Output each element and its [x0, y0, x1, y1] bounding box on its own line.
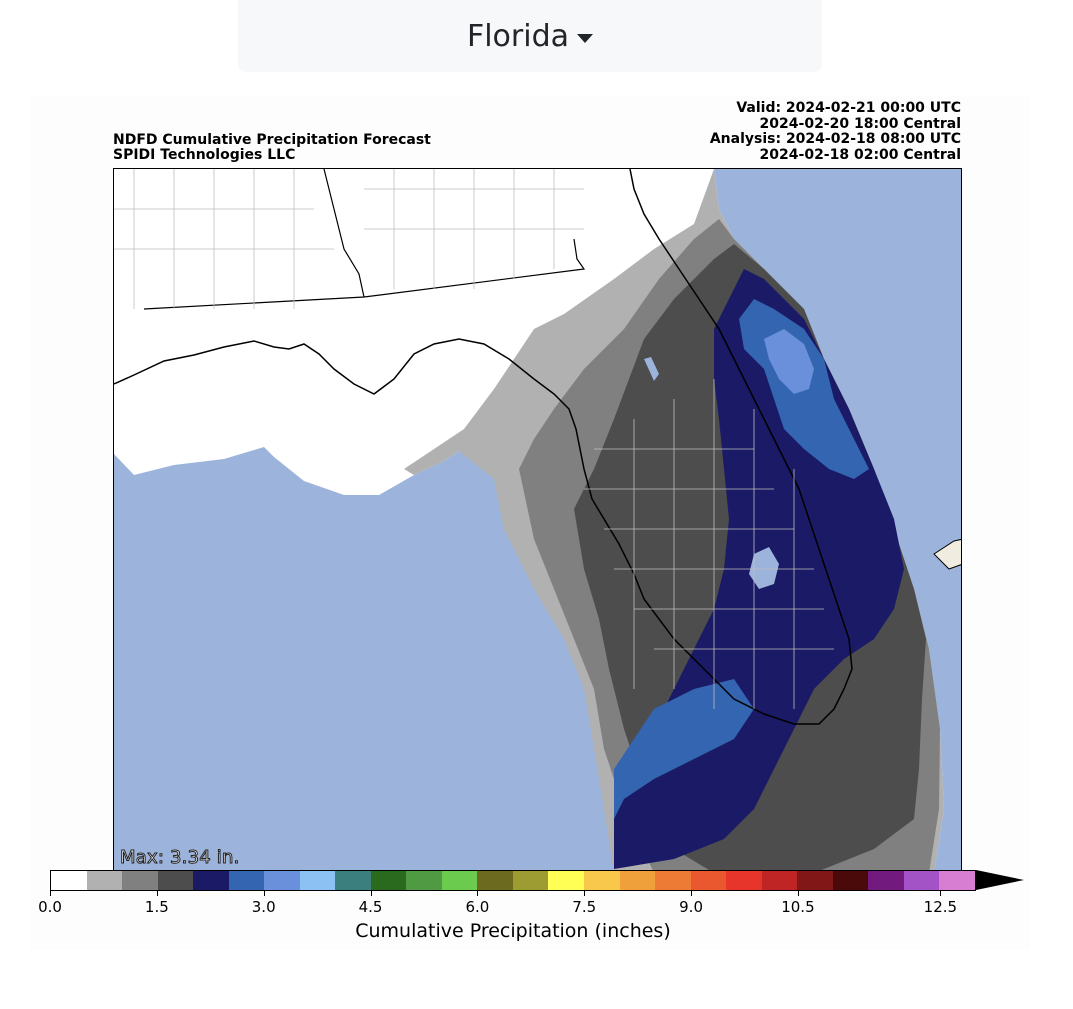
colorbar-segment [690, 871, 727, 890]
colorbar-label: Cumulative Precipitation (inches) [355, 920, 671, 942]
state-border-ga-al [323, 169, 365, 298]
colorbar-tick-mark [50, 891, 51, 896]
lake-okeechobee [749, 547, 779, 589]
colorbar-segment [797, 871, 833, 890]
colorbar-segment [477, 871, 513, 890]
colorbar-segment [583, 871, 620, 890]
figure-title-line1: NDFD Cumulative Precipitation Forecast [113, 132, 431, 148]
colorbar-segment [903, 871, 940, 890]
colorbar-segment [193, 871, 229, 890]
colorbar [50, 870, 976, 891]
map-svg [114, 169, 961, 871]
valid-central: 2024-02-20 18:00 Central [759, 115, 961, 132]
colorbar-tick-label: 3.0 [251, 898, 276, 916]
colorbar-segment [86, 871, 123, 890]
atlantic-ocean [714, 169, 961, 871]
max-precip-label: Max: 3.34 in. [120, 847, 240, 869]
colorbar-tick-label: 6.0 [465, 898, 490, 916]
colorbar-segment [868, 871, 904, 890]
state-border-al-fl [143, 238, 586, 310]
colorbar-segment [264, 871, 300, 890]
colorbar-segment [335, 871, 371, 890]
precip-figure: NDFD Cumulative Precipitation Forecast S… [30, 95, 1030, 950]
colorbar-segment [406, 871, 442, 890]
colorbar-segment [441, 871, 478, 890]
colorbar-tick-mark [584, 891, 586, 896]
precip-band-3.0 [764, 329, 814, 394]
valid-utc: Valid: 2024-02-21 00:00 UTC [736, 100, 961, 116]
colorbar-tick-mark [263, 891, 265, 896]
coastline [114, 169, 853, 725]
colorbar-segment [157, 871, 194, 890]
map-panel [113, 168, 962, 872]
colorbar-tick-label: 9.0 [679, 898, 703, 916]
colorbar-segment [619, 871, 656, 890]
colorbar-tick-mark [940, 891, 942, 896]
colorbar-segment [228, 871, 265, 890]
colorbar-extend-arrow [976, 870, 1024, 890]
colorbar-segment [370, 871, 407, 890]
colorbar-segment [832, 871, 869, 890]
analysis-utc: Analysis: 2024-02-18 08:00 UTC [709, 131, 961, 147]
figure-title: NDFD Cumulative Precipitation Forecast S… [113, 133, 431, 163]
island-shape [933, 538, 961, 570]
colorbar-segment [939, 871, 975, 890]
colorbar-segment [51, 871, 87, 890]
figure-timestamps: Valid: 2024-02-21 00:00 UTC 2024-02-20 1… [709, 100, 961, 163]
colorbar-tick-label: 0.0 [38, 898, 62, 916]
colorbar-tick-label: 7.5 [572, 898, 597, 916]
lake-george [644, 357, 659, 381]
colorbar-tick-label: 4.5 [358, 898, 383, 916]
county-lines [114, 169, 834, 709]
colorbar-tick-mark [370, 891, 372, 896]
gulf-ocean [114, 447, 614, 871]
colorbar-segment [548, 871, 584, 890]
colorbar-tick-label: 12.5 [923, 898, 958, 916]
figure-title-line2: SPIDI Technologies LLC [113, 147, 296, 163]
colorbar-tick-mark [691, 891, 693, 896]
colorbar-segment [761, 871, 798, 890]
colorbar-segment [512, 871, 549, 890]
colorbar-tick-mark [156, 891, 158, 896]
region-dropdown[interactable]: Florida [238, 0, 822, 72]
caret-down-icon [577, 33, 594, 43]
colorbar-segment [726, 871, 762, 890]
colorbar-tick-label: 10.5 [781, 898, 815, 916]
precip-band-2.5-south [614, 679, 754, 819]
colorbar-tick-mark [797, 891, 799, 896]
colorbar-segment [122, 871, 158, 890]
colorbar-segment [299, 871, 336, 890]
region-dropdown-label: Florida [466, 18, 570, 54]
analysis-central: 2024-02-18 02:00 Central [759, 146, 961, 163]
colorbar-tick-mark [477, 891, 479, 896]
colorbar-tick-label: 1.5 [144, 898, 169, 916]
colorbar-segment [655, 871, 691, 890]
